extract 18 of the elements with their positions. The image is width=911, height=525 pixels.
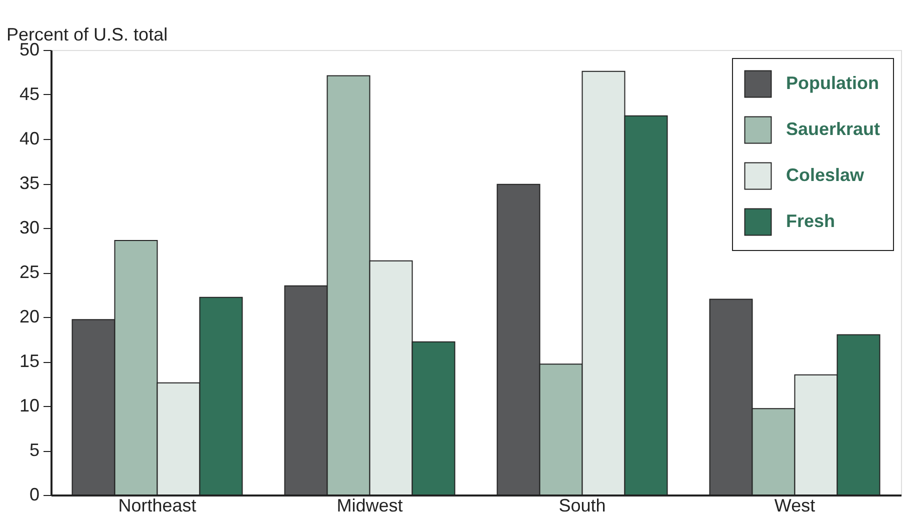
x-tick-label: Northeast [118,496,196,516]
y-tick-label: 0 [29,484,40,504]
y-tick-label: 45 [19,84,40,104]
x-tick-label: Midwest [336,496,403,516]
y-tick-label: 10 [19,396,40,416]
y-tick-label: 20 [19,306,40,326]
y-tick-label: 25 [19,262,40,282]
y-tick-label: 5 [29,440,40,460]
x-tick-label: West [774,496,816,516]
y-tick-label: 30 [19,218,40,238]
legend-label: Sauerkraut [786,119,880,139]
x-tick-label: South [558,496,606,516]
y-tick-label: 15 [19,351,40,371]
legend-label: Population [786,73,879,93]
legend-label: Coleslaw [786,165,866,185]
y-tick-label: 40 [19,128,40,148]
legend-label: Fresh [786,211,836,231]
y-tick-label: 35 [19,173,40,193]
